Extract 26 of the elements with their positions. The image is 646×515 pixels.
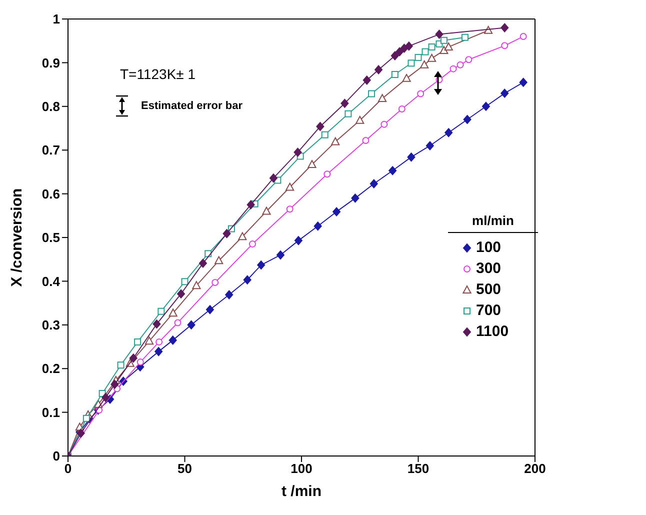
x-tick-label: 0 bbox=[64, 461, 72, 476]
y-tick-label: 1 bbox=[52, 12, 60, 27]
y-tick-label: 0.4 bbox=[42, 274, 61, 289]
legend-title: ml/min bbox=[471, 213, 515, 230]
y-tick-label: 0 bbox=[52, 448, 60, 464]
y-tick-label: 0.2 bbox=[42, 361, 60, 376]
y-tick-label: 0.6 bbox=[42, 186, 60, 202]
y-tick-label: 0.9 bbox=[42, 55, 60, 70]
y-tick-label: 0.5 bbox=[42, 230, 60, 246]
x-axis-title: t /min bbox=[282, 483, 322, 500]
y-axis-title: X /conversion bbox=[8, 188, 26, 287]
y-tick-label: 0.3 bbox=[42, 318, 60, 333]
legend-label: 1100 bbox=[476, 323, 509, 340]
annotation: Estimated error bar bbox=[141, 100, 242, 112]
y-tick-label: 0.1 bbox=[42, 404, 60, 420]
x-tick-label: 100 bbox=[290, 461, 312, 476]
x-tick-label: 150 bbox=[407, 461, 430, 476]
legend-label: 500 bbox=[476, 281, 502, 298]
legend-label: 100 bbox=[476, 239, 502, 256]
y-tick-label: 0.7 bbox=[42, 142, 60, 158]
legend-label: 700 bbox=[476, 302, 502, 319]
x-tick-label: 50 bbox=[178, 461, 192, 476]
y-tick-label: 0.8 bbox=[42, 99, 60, 114]
x-tick-label: 200 bbox=[524, 461, 546, 476]
annotation: T=1123K± 1 bbox=[120, 66, 196, 82]
legend-label: 300 bbox=[476, 260, 502, 277]
